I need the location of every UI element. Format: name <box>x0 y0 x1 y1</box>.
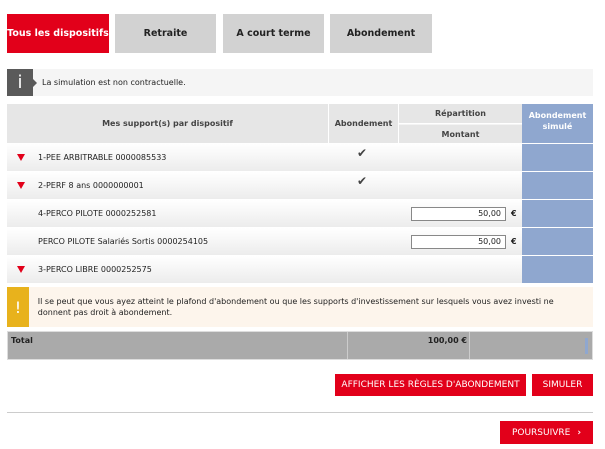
scrollbar[interactable] <box>585 338 588 354</box>
simulated-cell <box>522 144 593 171</box>
tab-court-terme[interactable]: A court terme <box>223 14 324 53</box>
amount-input[interactable]: 50,00 <box>411 234 506 249</box>
row-label: PERCO PILOTE Salariés Sortis 0000254105 <box>38 237 209 246</box>
warning-banner: ! Il se peut que vous ayez atteint le pl… <box>7 287 593 327</box>
row-label: 1-PEE ARBITRABLE 0000085533 <box>38 153 167 162</box>
expand-triangle-icon[interactable] <box>17 266 25 273</box>
checkmark-icon: ✔ <box>357 174 368 188</box>
exclamation-icon: ! <box>7 287 29 327</box>
currency-label: € <box>511 209 517 218</box>
tab-tous-les-dispositifs[interactable]: Tous les dispositifs <box>7 14 109 53</box>
chevron-right-icon: › <box>577 427 582 438</box>
amount-input[interactable]: 50,00 <box>411 206 506 221</box>
divider <box>7 412 593 413</box>
warning-text: Il se peut que vous ayez atteint le plaf… <box>37 297 554 317</box>
simulated-cell <box>522 200 593 227</box>
header-repartition: Répartition <box>399 104 522 123</box>
expand-triangle-icon[interactable] <box>17 154 25 161</box>
header-supports: Mes support(s) par dispositif <box>7 104 328 143</box>
tab-abondement[interactable]: Abondement <box>330 14 432 53</box>
total-label: Total <box>11 336 33 345</box>
header-abondement-simule: Abondement simulé <box>522 104 593 143</box>
info-text: La simulation est non contractuelle. <box>42 78 186 87</box>
simulated-cell <box>522 256 593 283</box>
total-row: Total 100,00 € <box>7 331 593 360</box>
table-row: PERCO PILOTE Salariés Sortis 0000254105 … <box>7 228 522 255</box>
continue-button[interactable]: POURSUIVRE › <box>500 421 593 444</box>
info-icon: i <box>7 69 37 96</box>
total-value: 100,00 € <box>427 336 467 345</box>
simulate-button[interactable]: SIMULER <box>532 374 593 396</box>
simulated-cell <box>522 172 593 199</box>
table-row[interactable]: 3-PERCO LIBRE 0000252575 <box>7 256 522 283</box>
table-row: 4-PERCO PILOTE 0000252581 50,00 € <box>7 200 522 227</box>
continue-label: POURSUIVRE <box>511 427 571 438</box>
table-row[interactable]: 2-PERF 8 ans 0000000001 ✔ <box>7 172 522 199</box>
row-label: 2-PERF 8 ans 0000000001 <box>38 181 144 190</box>
simulated-cell <box>522 228 593 255</box>
row-label: 4-PERCO PILOTE 0000252581 <box>38 209 157 218</box>
header-abondement: Abondement <box>329 104 398 143</box>
show-rules-button[interactable]: AFFICHER LES RÈGLES D'ABONDEMENT <box>335 374 526 396</box>
currency-label: € <box>511 237 517 246</box>
checkmark-icon: ✔ <box>357 146 368 160</box>
tab-retraite[interactable]: Retraite <box>115 14 216 53</box>
info-banner: i La simulation est non contractuelle. <box>7 69 593 96</box>
expand-triangle-icon[interactable] <box>17 182 25 189</box>
table-row[interactable]: 1-PEE ARBITRABLE 0000085533 ✔ <box>7 144 522 171</box>
header-montant: Montant <box>399 124 522 143</box>
row-label: 3-PERCO LIBRE 0000252575 <box>38 265 152 274</box>
